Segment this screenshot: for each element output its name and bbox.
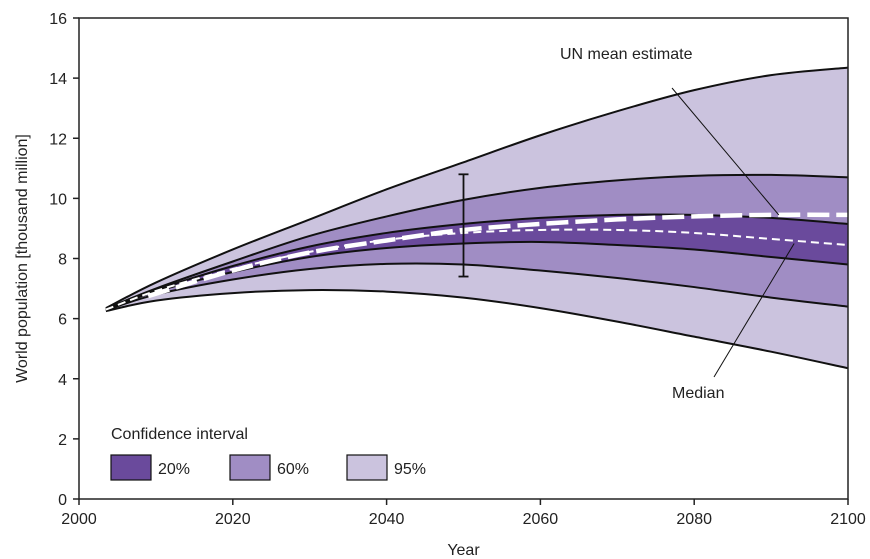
x-axis-label: Year (447, 542, 480, 559)
annotations: UN mean estimate Median (560, 46, 795, 402)
x-tick-label: 2040 (369, 511, 405, 528)
legend-swatch-95 (346, 454, 388, 481)
y-axis-ticks: 0 2 4 6 8 10 12 14 16 (49, 11, 79, 509)
y-tick-label: 0 (58, 492, 67, 509)
band-lower-95 (105, 289, 849, 370)
leader-median (713, 243, 795, 378)
band-outlines (105, 66, 849, 370)
x-tick-label: 2080 (676, 511, 712, 528)
label-median: Median (672, 385, 724, 402)
legend-label-60: 60% (277, 461, 309, 478)
legend-label-20: 20% (158, 461, 190, 478)
x-tick-label: 2020 (215, 511, 251, 528)
legend-swatch-20 (110, 454, 152, 481)
y-tick-label: 10 (49, 191, 67, 208)
leader-un-mean-estimate (671, 87, 780, 216)
legend-title: Confidence interval (111, 426, 248, 443)
error-bar (458, 173, 469, 278)
x-tick-label: 2100 (830, 511, 866, 528)
line-un-mean-estimate (147, 212, 849, 299)
legend-label-95: 95% (394, 461, 426, 478)
legend-swatch-60 (229, 454, 271, 481)
y-tick-label: 16 (49, 11, 67, 28)
y-axis-label: World population [thousand million] (14, 134, 31, 383)
x-tick-label: 2000 (61, 511, 97, 528)
y-tick-label: 14 (49, 71, 67, 88)
y-tick-label: 4 (58, 372, 67, 389)
label-un-mean-estimate: UN mean estimate (560, 46, 693, 63)
band-20 (105, 214, 849, 310)
x-tick-label: 2060 (523, 511, 559, 528)
confidence-bands (105, 67, 849, 369)
legend: Confidence interval 20% 60% 95% (110, 426, 426, 481)
y-tick-label: 6 (58, 312, 67, 329)
y-tick-label: 8 (58, 252, 67, 269)
y-tick-label: 12 (49, 131, 67, 148)
band-upper-95 (105, 66, 849, 309)
y-tick-label: 2 (58, 432, 67, 449)
x-axis-ticks: 2000 2020 2040 2060 2080 2100 (61, 499, 866, 528)
